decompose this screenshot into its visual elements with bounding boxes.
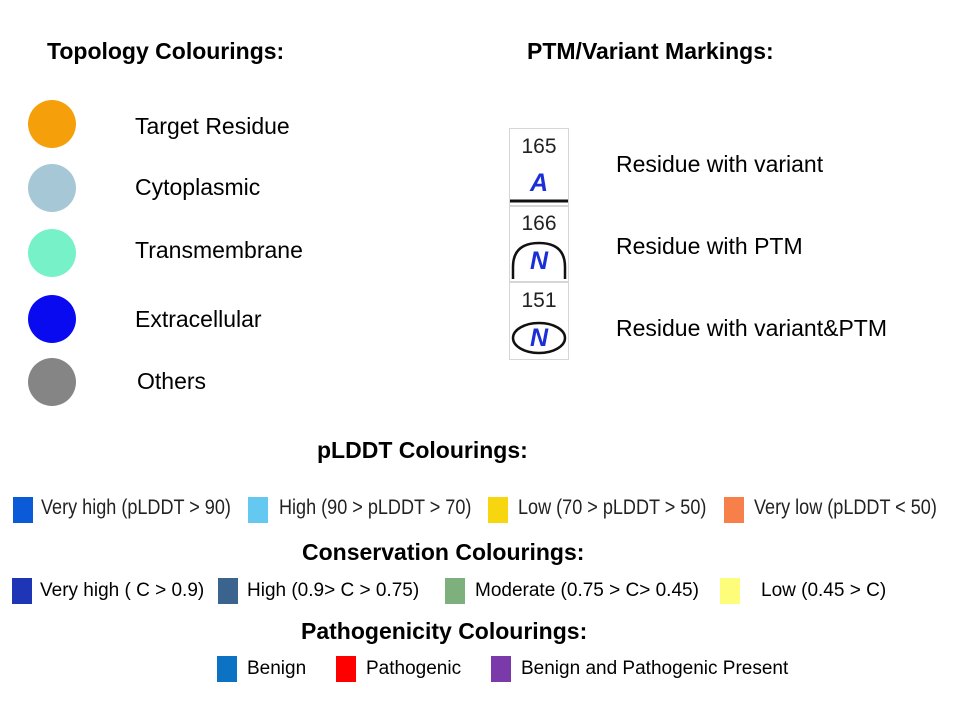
variant-residue-tile: 165 A: [509, 128, 569, 206]
residue-letter: N: [529, 247, 549, 275]
conservation-moderate-label: Moderate (0.75 > C> 0.45): [475, 580, 699, 601]
variant-ptm-residue-tile: 151 N: [509, 282, 569, 360]
conservation-high-label: High (0.9> C > 0.75): [247, 580, 420, 601]
residue-letter: N: [529, 324, 549, 352]
plddt-very-high-swatch: [13, 497, 33, 523]
plddt-heading: pLDDT Colourings:: [317, 437, 528, 463]
benign-label: Benign: [247, 658, 307, 679]
benign-and-pathogenic-swatch: [491, 656, 511, 682]
residue-number: 166: [521, 212, 557, 235]
target-residue-swatch: [28, 100, 76, 148]
variant-label: Residue with variant: [616, 151, 824, 177]
transmembrane-label: Transmembrane: [135, 237, 303, 263]
pathogenic-swatch: [336, 656, 356, 682]
pathogenic-label: Pathogenic: [366, 658, 462, 679]
plddt-low-label: Low (70 > pLDDT > 50): [518, 496, 707, 519]
target-residue-label: Target Residue: [135, 113, 290, 139]
ptm-arc: [511, 241, 567, 279]
plddt-very-low-label: Very low (pLDDT < 50): [754, 496, 937, 519]
extracellular-label: Extracellular: [135, 306, 262, 332]
pathogenicity-heading: Pathogenicity Colourings:: [301, 618, 588, 644]
variant-ptm-oval: [511, 321, 567, 355]
conservation-very-high-swatch: [12, 578, 32, 604]
conservation-moderate-swatch: [445, 578, 465, 604]
benign-swatch: [217, 656, 237, 682]
variant-underline: [510, 199, 568, 203]
extracellular-swatch: [28, 295, 76, 343]
conservation-low-label: Low (0.45 > C): [761, 580, 887, 601]
residue-letter: A: [529, 169, 549, 197]
cytoplasmic-label: Cytoplasmic: [135, 174, 261, 200]
plddt-very-low-swatch: [724, 497, 744, 523]
others-label: Others: [137, 368, 207, 394]
conservation-low-swatch: [720, 578, 740, 604]
ptm-residue-tile: 166 N: [509, 206, 569, 282]
benign-and-pathogenic-label: Benign and Pathogenic Present: [521, 658, 789, 679]
ptm-heading: PTM/Variant Markings:: [527, 38, 774, 64]
transmembrane-swatch: [28, 229, 76, 277]
residue-number: 151: [521, 289, 557, 312]
plddt-high-label: High (90 > pLDDT > 70): [279, 496, 472, 519]
others-swatch: [28, 358, 76, 406]
residue-number: 165: [521, 135, 557, 158]
conservation-high-swatch: [218, 578, 238, 604]
topology-heading: Topology Colourings:: [47, 38, 285, 64]
plddt-high-swatch: [248, 497, 268, 523]
variant-ptm-label: Residue with variant&PTM: [616, 315, 887, 341]
plddt-very-high-label: Very high (pLDDT > 90): [41, 496, 231, 519]
cytoplasmic-swatch: [28, 164, 76, 212]
conservation-heading: Conservation Colourings:: [302, 539, 585, 565]
plddt-low-swatch: [488, 497, 508, 523]
conservation-very-high-label: Very high ( C > 0.9): [40, 580, 205, 601]
ptm-label: Residue with PTM: [616, 233, 803, 259]
